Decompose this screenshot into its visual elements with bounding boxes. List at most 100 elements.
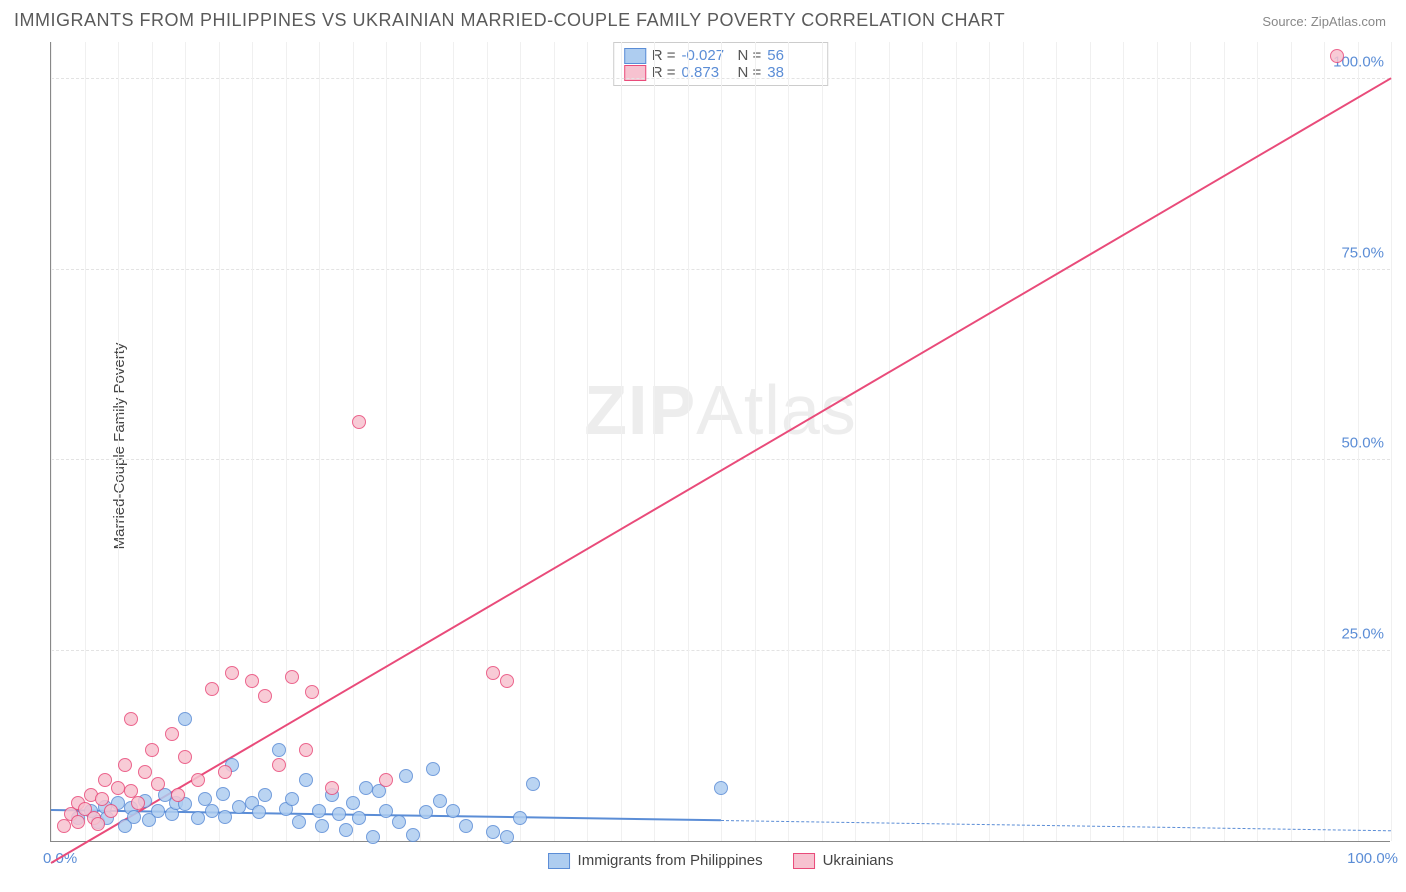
gridline-v — [1391, 42, 1392, 841]
data-point — [218, 765, 232, 779]
data-point — [312, 804, 326, 818]
data-point — [299, 743, 313, 757]
gridline-v — [822, 42, 823, 841]
data-point — [513, 811, 527, 825]
data-point — [191, 811, 205, 825]
data-point — [292, 815, 306, 829]
legend-label: Immigrants from Philippines — [578, 852, 763, 869]
data-point — [459, 819, 473, 833]
data-point — [232, 800, 246, 814]
legend-swatch — [624, 48, 646, 64]
gridline-v — [788, 42, 789, 841]
data-point — [486, 825, 500, 839]
n-label: N = — [738, 47, 762, 64]
gridline-v — [386, 42, 387, 841]
data-point — [131, 796, 145, 810]
gridline-v — [922, 42, 923, 841]
series-legend: Immigrants from Philippines Ukrainians — [548, 852, 894, 869]
data-point — [486, 666, 500, 680]
legend-item: Ukrainians — [793, 852, 894, 869]
data-point — [426, 762, 440, 776]
gridline-v — [487, 42, 488, 841]
gridline-v — [1358, 42, 1359, 841]
gridline-v — [621, 42, 622, 841]
gridline-v — [587, 42, 588, 841]
data-point — [379, 804, 393, 818]
data-point — [127, 810, 141, 824]
gridline-v — [721, 42, 722, 841]
data-point — [399, 769, 413, 783]
data-point — [305, 685, 319, 699]
data-point — [406, 828, 420, 842]
gridline-v — [1190, 42, 1191, 841]
data-point — [178, 750, 192, 764]
data-point — [138, 765, 152, 779]
chart-title: IMMIGRANTS FROM PHILIPPINES VS UKRAINIAN… — [14, 10, 1005, 31]
data-point — [433, 794, 447, 808]
source-link[interactable]: ZipAtlas.com — [1311, 14, 1386, 29]
data-point — [325, 781, 339, 795]
data-point — [299, 773, 313, 787]
y-tick-label: 75.0% — [1341, 244, 1384, 261]
gridline-v — [319, 42, 320, 841]
data-point — [500, 674, 514, 688]
data-point — [218, 810, 232, 824]
data-point — [252, 805, 266, 819]
legend-label: Ukrainians — [823, 852, 894, 869]
gridline-v — [286, 42, 287, 841]
gridline-v — [1023, 42, 1024, 841]
data-point — [118, 758, 132, 772]
x-tick-max: 100.0% — [1347, 850, 1398, 867]
gridline-v — [219, 42, 220, 841]
watermark-zip: ZIP — [584, 371, 696, 449]
legend-swatch — [548, 853, 570, 869]
data-point — [272, 758, 286, 772]
legend-item: Immigrants from Philippines — [548, 852, 763, 869]
data-point — [1330, 49, 1344, 63]
data-point — [71, 815, 85, 829]
y-tick-label: 25.0% — [1341, 625, 1384, 642]
data-point — [714, 781, 728, 795]
data-point — [379, 773, 393, 787]
data-point — [104, 804, 118, 818]
data-point — [392, 815, 406, 829]
data-point — [145, 743, 159, 757]
data-point — [285, 792, 299, 806]
data-point — [225, 666, 239, 680]
gridline-v — [654, 42, 655, 841]
data-point — [165, 727, 179, 741]
gridline-v — [554, 42, 555, 841]
r-label: R = — [652, 47, 676, 64]
gridline-v — [855, 42, 856, 841]
source-label: Source: — [1262, 14, 1307, 29]
data-point — [315, 819, 329, 833]
data-point — [258, 788, 272, 802]
gridline-v — [85, 42, 86, 841]
data-point — [352, 415, 366, 429]
data-point — [339, 823, 353, 837]
data-point — [419, 805, 433, 819]
legend-swatch — [793, 853, 815, 869]
gridline-v — [152, 42, 153, 841]
n-value: 56 — [767, 47, 817, 64]
data-point — [272, 743, 286, 757]
gridline-v — [353, 42, 354, 841]
gridline-v — [989, 42, 990, 841]
data-point — [258, 689, 272, 703]
data-point — [245, 674, 259, 688]
data-point — [151, 804, 165, 818]
data-point — [124, 712, 138, 726]
gridline-v — [1090, 42, 1091, 841]
data-point — [500, 830, 514, 844]
gridline-v — [1056, 42, 1057, 841]
data-point — [332, 807, 346, 821]
data-point — [151, 777, 165, 791]
gridline-v — [956, 42, 957, 841]
data-point — [526, 777, 540, 791]
scatter-plot: ZIPAtlas R =-0.027N =56R =0.873N =38 0.0… — [50, 42, 1390, 842]
gridline-v — [688, 42, 689, 841]
data-point — [216, 787, 230, 801]
gridline-v — [420, 42, 421, 841]
gridline-v — [252, 42, 253, 841]
data-point — [285, 670, 299, 684]
